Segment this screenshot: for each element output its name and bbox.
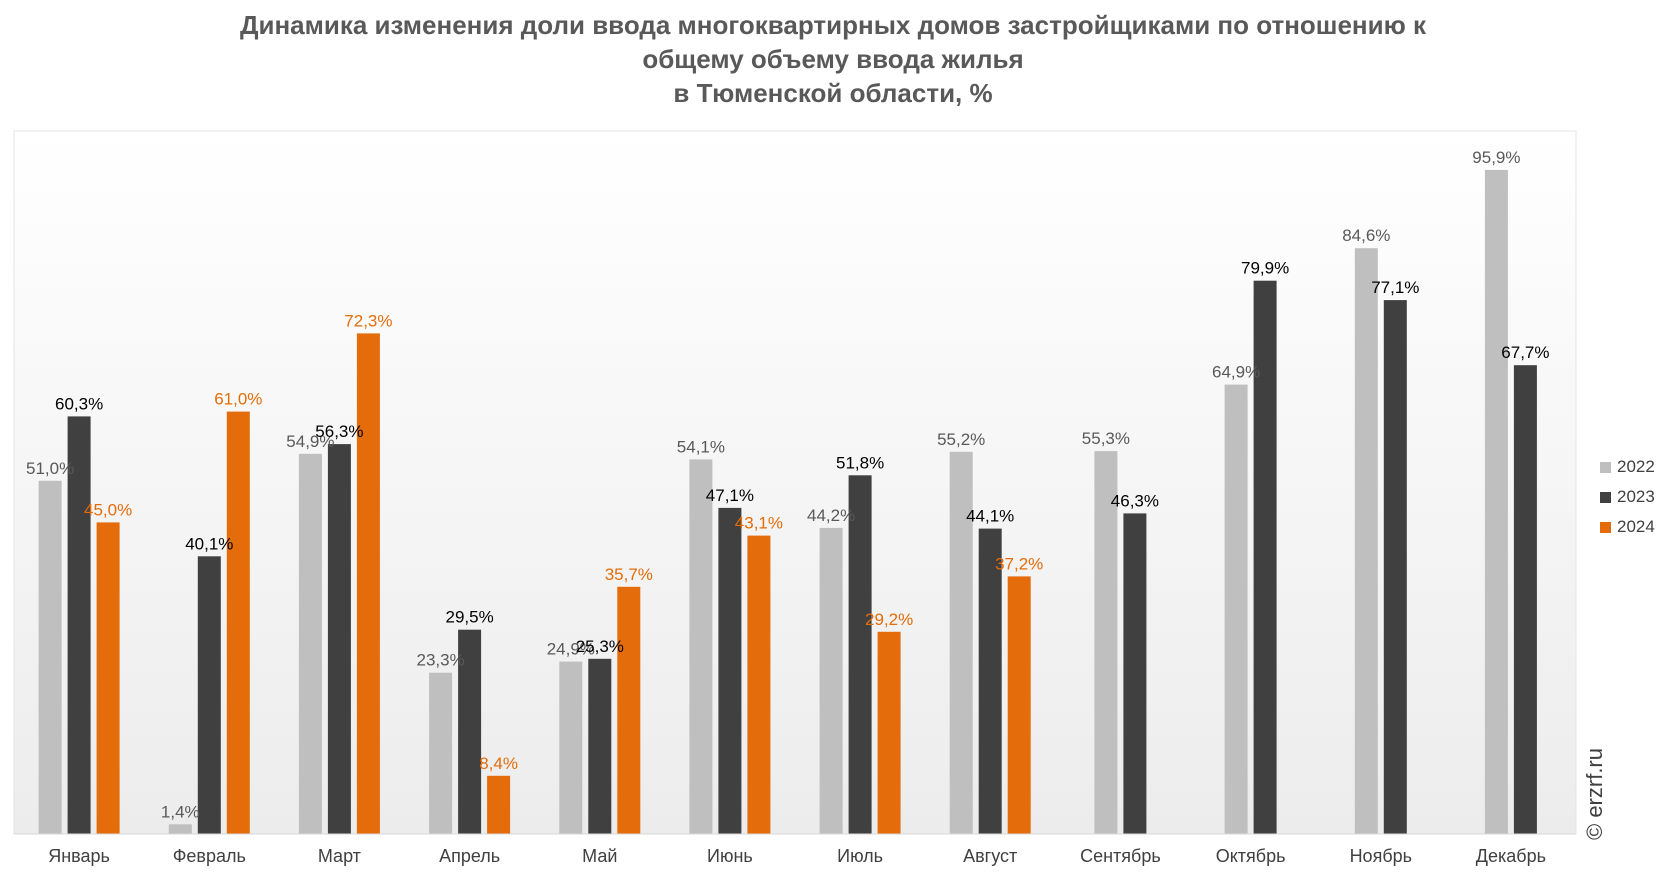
data-label-2022-6: 54,1%	[677, 437, 725, 456]
legend-swatch-2024	[1600, 521, 1611, 533]
bar-2023-10	[1253, 280, 1277, 834]
bar-2023-3	[327, 444, 351, 834]
bar-2024-7	[877, 631, 901, 834]
x-tick-label-11: Ноябрь	[1350, 846, 1412, 866]
bar-2023-11	[1383, 300, 1407, 835]
bar-2022-7	[819, 527, 843, 834]
bar-2022-2	[168, 824, 192, 834]
data-label-2024-3: 72,3%	[344, 311, 392, 330]
data-label-2024-4: 8,4%	[479, 754, 518, 773]
bar-2022-6	[689, 459, 713, 834]
data-label-2024-2: 61,0%	[214, 390, 262, 409]
data-label-2023-11: 77,1%	[1371, 278, 1419, 297]
bar-2023-8	[978, 528, 1002, 834]
legend-swatch-2022	[1600, 461, 1611, 473]
data-label-2022-2: 1,4%	[161, 802, 200, 821]
legend-item-2024: 2024	[1600, 512, 1655, 542]
bar-2023-6	[718, 507, 742, 834]
data-label-2024-1: 45,0%	[84, 500, 132, 519]
bar-2022-4	[429, 672, 453, 834]
bar-2024-2	[226, 411, 250, 834]
data-label-2023-8: 44,1%	[966, 507, 1014, 526]
data-label-2022-7: 44,2%	[807, 506, 855, 525]
bar-2023-5	[588, 658, 612, 834]
x-tick-label-5: Май	[582, 846, 617, 866]
data-label-2023-5: 25,3%	[576, 637, 624, 656]
bar-2024-4	[487, 775, 511, 834]
data-label-2022-5: 24,9%	[547, 640, 595, 659]
data-label-2023-10: 79,9%	[1241, 259, 1289, 278]
data-label-2022-4: 23,3%	[416, 651, 464, 670]
data-label-2022-10: 64,9%	[1212, 363, 1260, 382]
bar-2022-12	[1484, 169, 1508, 834]
watermark: © erzrf.ru	[1582, 748, 1607, 840]
x-tick-label-4: Апрель	[439, 846, 500, 866]
bar-2024-3	[356, 333, 380, 834]
legend-label-2022: 2022	[1617, 457, 1655, 476]
bar-2023-9	[1123, 513, 1147, 834]
data-label-2022-1: 51,0%	[26, 459, 74, 478]
legend: 2022 2023 2024	[1600, 452, 1655, 542]
bar-2023-2	[197, 556, 221, 834]
bar-2024-6	[747, 535, 771, 834]
title-line-2: общему объему ввода жилья	[642, 44, 1024, 74]
bar-2022-1	[38, 480, 62, 834]
data-label-2022-9: 55,3%	[1082, 429, 1130, 448]
data-label-2023-2: 40,1%	[185, 534, 233, 553]
chart-title: Динамика изменения доли ввода многокварт…	[0, 8, 1666, 110]
bar-2022-10	[1224, 384, 1248, 834]
x-tick-label-1: Январь	[48, 846, 110, 866]
bar-2022-3	[298, 453, 322, 834]
legend-item-2023: 2023	[1600, 482, 1655, 512]
title-line-3: в Тюменской области, %	[673, 78, 993, 108]
legend-label-2023: 2023	[1617, 487, 1655, 506]
bar-2024-8	[1007, 576, 1031, 834]
x-tick-label-10: Октябрь	[1216, 846, 1286, 866]
data-label-2022-12: 95,9%	[1472, 148, 1520, 167]
data-label-2023-7: 51,8%	[836, 453, 884, 472]
bar-2022-5	[559, 661, 583, 834]
x-tick-label-6: Июнь	[707, 846, 753, 866]
x-tick-label-9: Сентябрь	[1080, 846, 1161, 866]
bar-2024-5	[617, 586, 641, 834]
bar-2024-1	[96, 522, 120, 834]
data-label-2023-4: 29,5%	[445, 608, 493, 627]
x-tick-label-2: Февраль	[173, 846, 246, 866]
bar-2023-12	[1513, 365, 1537, 834]
x-tick-label-7: Июль	[837, 846, 883, 866]
x-tick-label-12: Декабрь	[1476, 846, 1546, 866]
data-label-2024-7: 29,2%	[865, 610, 913, 629]
data-label-2023-12: 67,7%	[1501, 343, 1549, 362]
data-label-2022-3: 54,9%	[286, 432, 334, 451]
data-label-2022-11: 84,6%	[1342, 226, 1390, 245]
bar-2023-7	[848, 475, 872, 834]
data-label-2024-8: 37,2%	[995, 554, 1043, 573]
bar-2023-4	[458, 629, 482, 834]
legend-label-2024: 2024	[1617, 517, 1655, 536]
bar-2022-9	[1094, 451, 1118, 834]
bar-2022-11	[1354, 248, 1378, 834]
data-label-2022-8: 55,2%	[937, 430, 985, 449]
bar-2023-1	[67, 416, 91, 834]
x-tick-label-8: Август	[963, 846, 1017, 866]
legend-swatch-2023	[1600, 491, 1611, 503]
data-label-2024-5: 35,7%	[605, 565, 653, 584]
title-line-1: Динамика изменения доли ввода многокварт…	[239, 10, 1427, 40]
bar-2022-8	[949, 451, 973, 834]
data-label-2023-6: 47,1%	[706, 486, 754, 505]
data-label-2024-6: 43,1%	[735, 514, 783, 533]
data-label-2023-1: 60,3%	[55, 394, 103, 413]
data-label-2023-9: 46,3%	[1111, 491, 1159, 510]
plot-area	[13, 130, 1577, 835]
data-label-2023-3: 56,3%	[315, 422, 363, 441]
x-tick-label-3: Март	[318, 846, 361, 866]
legend-item-2022: 2022	[1600, 452, 1655, 482]
